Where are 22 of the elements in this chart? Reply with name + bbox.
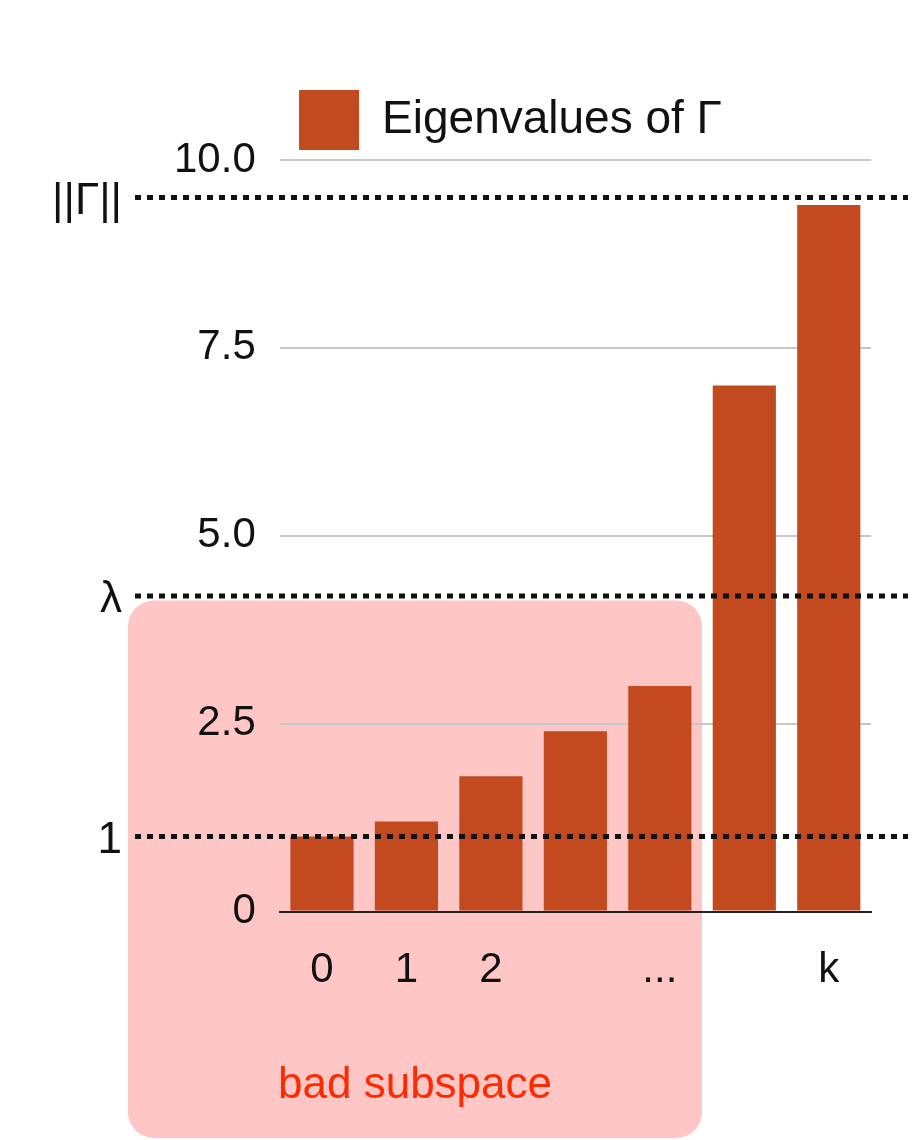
bar: [374, 821, 439, 911]
y-tick-label: 7.5: [197, 321, 256, 369]
bar: [459, 776, 523, 911]
legend-label: Eigenvalues of Γ: [382, 90, 722, 143]
y-tick-label: 2.5: [197, 697, 256, 745]
y-tick-label: 0: [232, 885, 256, 933]
band-label: bad subspace: [278, 1058, 553, 1107]
bar: [543, 731, 607, 911]
bar: [628, 686, 692, 911]
ref-line-label: ||Γ||: [52, 173, 122, 223]
bar: [290, 836, 354, 911]
x-tick-label: 1: [394, 944, 419, 992]
bar: [712, 385, 776, 911]
x-tick-label: 0: [310, 944, 334, 992]
y-tick-label: 5.0: [197, 509, 256, 557]
x-tick-label: k: [818, 944, 841, 992]
x-tick-label: ...: [642, 944, 678, 992]
ref-line-label: λ: [100, 572, 122, 622]
x-tick-label: 2: [479, 944, 503, 992]
y-tick-label: 10.0: [173, 133, 256, 181]
ref-line-label: 1: [97, 812, 122, 862]
bar: [797, 205, 861, 911]
